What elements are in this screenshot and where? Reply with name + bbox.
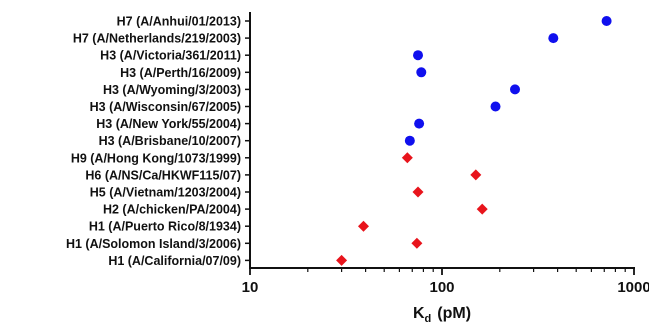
category-label: H3 (A/New York/55/2004) bbox=[96, 117, 241, 131]
x-axis-ticks bbox=[249, 268, 635, 275]
category-label: H1 (A/Solomon Island/3/2006) bbox=[66, 237, 241, 251]
category-label: H3 (A/Wyoming/3/2003) bbox=[103, 83, 241, 97]
x-axis-title-main: K bbox=[413, 305, 425, 322]
data-point-diamond bbox=[401, 152, 413, 164]
data-point-diamond bbox=[476, 203, 488, 215]
x-axis-title-unit: (pM) bbox=[437, 305, 471, 322]
data-point-circle bbox=[510, 84, 521, 95]
data-point-diamond bbox=[411, 237, 423, 249]
category-label: H7 (A/Anhui/01/2013) bbox=[117, 15, 241, 29]
data-point-circle bbox=[601, 16, 612, 26]
category-label: H3 (A/Perth/16/2009) bbox=[120, 66, 241, 80]
data-point-diamond bbox=[357, 220, 369, 232]
data-point-circle bbox=[414, 118, 425, 129]
category-label: H1 (A/Puerto Rico/8/1934) bbox=[89, 220, 241, 234]
data-point-circle bbox=[416, 67, 427, 78]
category-label: H3 (A/Wisconsin/67/2005) bbox=[90, 100, 241, 114]
y-axis-ticks bbox=[245, 20, 250, 262]
data-point-diamond bbox=[336, 254, 348, 266]
data-point-circle bbox=[490, 101, 501, 112]
x-tick-label: 1000 bbox=[617, 279, 649, 296]
x-tick-labels: 10 100 1000 bbox=[242, 279, 649, 296]
data-point-circle bbox=[548, 33, 559, 44]
category-labels: H7 (A/Anhui/01/2013) H7 (A/Netherlands/21… bbox=[66, 15, 241, 268]
x-tick-label: 10 bbox=[242, 279, 259, 296]
category-label: H3 (A/Brisbane/10/2007) bbox=[99, 134, 241, 148]
category-label: H6 (A/NS/Ca/HKWF115/07) bbox=[85, 168, 241, 182]
data-point-diamond bbox=[470, 169, 482, 181]
category-label: H2 (A/chicken/PA/2004) bbox=[103, 203, 241, 217]
data-point-diamond bbox=[412, 186, 424, 198]
category-label: H3 (A/Victoria/361/2011) bbox=[100, 49, 241, 63]
x-axis-title: Kd (pM) bbox=[413, 305, 471, 324]
data-points bbox=[336, 16, 612, 266]
x-tick-label: 100 bbox=[429, 279, 454, 296]
category-label: H1 (A/California/07/09) bbox=[108, 254, 241, 268]
category-label: H5 (A/Vietnam/1203/2004) bbox=[90, 186, 241, 200]
x-axis-title-sub: d bbox=[425, 313, 432, 324]
category-label: H9 (A/Hong Kong/1073/1999) bbox=[71, 151, 241, 165]
data-point-circle bbox=[404, 135, 415, 146]
data-point-circle bbox=[413, 50, 424, 61]
category-label: H7 (A/Netherlands/219/2003) bbox=[73, 32, 241, 46]
